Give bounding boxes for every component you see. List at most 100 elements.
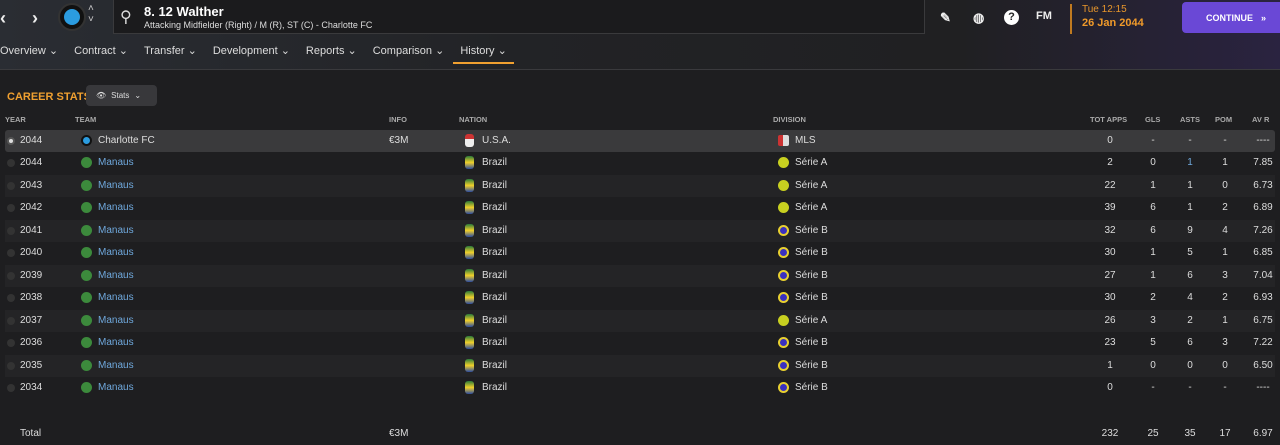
column-header[interactable]: ASTS xyxy=(1180,115,1201,124)
column-header[interactable]: TEAM xyxy=(75,115,97,124)
table-row[interactable]: 2041 Manaus Brazil Série B 32 6 9 4 7.26 xyxy=(5,219,1275,242)
radio-button[interactable] xyxy=(7,339,15,348)
total-row: Total €3M 232 25 35 17 6.97 xyxy=(5,423,1275,445)
chevron-down-icon: ⌄ xyxy=(48,45,59,57)
radio-button[interactable] xyxy=(7,249,15,258)
total-label: Total xyxy=(20,428,42,439)
game-date: Tue 12:15 26 Jan 2044 xyxy=(1070,4,1172,34)
club-crest-icon[interactable] xyxy=(58,3,86,31)
radio-button[interactable] xyxy=(7,226,15,235)
column-header[interactable]: AV R xyxy=(1252,115,1270,124)
column-header[interactable]: DIVISION xyxy=(773,115,806,124)
year: 2039 xyxy=(20,269,43,281)
help-icon[interactable]: ? xyxy=(1004,10,1019,25)
nation: Brazil xyxy=(482,359,508,371)
team-link[interactable]: Manaus xyxy=(98,269,134,281)
tab-overview[interactable]: Overview ⌄ xyxy=(0,44,66,66)
tab-development[interactable]: Development ⌄ xyxy=(205,44,298,66)
team-link[interactable]: Manaus xyxy=(98,247,134,259)
radio-button[interactable] xyxy=(7,204,15,213)
stat-gls: 3 xyxy=(1150,314,1156,326)
radio-button[interactable] xyxy=(7,271,15,280)
year: 2044 xyxy=(20,157,43,169)
table-row[interactable]: 2039 Manaus Brazil Série B 27 1 6 3 7.04 xyxy=(5,264,1275,287)
column-header[interactable]: TOT APPS xyxy=(1090,115,1128,124)
chevron-down-icon: ⌄ xyxy=(134,91,142,100)
search-icon[interactable]: ⚲ xyxy=(120,9,132,26)
table-row[interactable]: 2037 Manaus Brazil Série A 26 3 2 1 6.75 xyxy=(5,309,1275,332)
tab-label: Transfer xyxy=(143,45,185,57)
stat-pom: 1 xyxy=(1222,157,1228,169)
column-header[interactable]: INFO xyxy=(389,115,407,124)
table-row[interactable]: 2042 Manaus Brazil Série A 39 6 1 2 6.89 xyxy=(5,197,1275,219)
tab-reports[interactable]: Reports ⌄ xyxy=(298,44,365,66)
division: Série B xyxy=(795,292,828,304)
team-link[interactable]: Manaus xyxy=(98,337,134,349)
stat-asts: 4 xyxy=(1187,292,1193,304)
table-row[interactable]: 2044 Manaus Brazil Série A 2 0 1 1 7.85 xyxy=(5,152,1275,174)
team-link[interactable]: Manaus xyxy=(98,314,134,326)
continue-button[interactable]: CONTINUE » xyxy=(1182,2,1280,33)
team-link[interactable]: Manaus xyxy=(98,381,134,393)
table-row[interactable]: 2038 Manaus Brazil Série B 30 2 4 2 6.93 xyxy=(5,287,1275,309)
nation: U.S.A. xyxy=(482,135,511,146)
team-link[interactable]: Manaus xyxy=(98,157,134,169)
tab-bar: Overview ⌄ Contract ⌄ Transfer ⌄ Developmen… xyxy=(0,44,515,66)
tab-contract[interactable]: Contract ⌄ xyxy=(66,44,136,66)
column-header[interactable]: NATION xyxy=(459,115,488,124)
stat-pom: - xyxy=(1223,135,1227,146)
radio-button[interactable] xyxy=(7,316,15,325)
year: 2034 xyxy=(20,381,43,393)
edit-pencil-icon[interactable]: ✎ xyxy=(940,10,951,25)
team-link[interactable]: Manaus xyxy=(98,202,134,214)
double-chevron-icon: » xyxy=(1261,12,1267,23)
up-down-chevron-icon[interactable]: ˄ ˅ xyxy=(88,3,94,25)
forward-arrow-icon[interactable]: › xyxy=(32,8,38,28)
column-header[interactable]: POM xyxy=(1215,115,1233,124)
brazil-flag-icon xyxy=(465,246,474,260)
column-header[interactable]: YEAR xyxy=(5,115,26,124)
back-arrow-icon[interactable]: ‹ xyxy=(0,8,6,28)
radio-button[interactable] xyxy=(7,361,15,370)
stat-avr: ---- xyxy=(1256,135,1270,146)
stat-avr: 7.04 xyxy=(1253,269,1273,281)
stat-avr: ---- xyxy=(1256,381,1270,393)
radio-button[interactable] xyxy=(7,383,15,392)
tab-history[interactable]: History ⌄ xyxy=(452,44,515,66)
stat-asts: - xyxy=(1188,381,1192,393)
division: Série B xyxy=(795,337,828,349)
fm-menu-button[interactable]: FM xyxy=(1036,10,1052,22)
tab-transfer[interactable]: Transfer ⌄ xyxy=(136,44,205,66)
team-link[interactable]: Manaus xyxy=(98,179,134,191)
division-logo-icon xyxy=(778,359,789,371)
stat-avr: 6.89 xyxy=(1253,202,1273,214)
table-row[interactable]: 2040 Manaus Brazil Série B 30 1 5 1 6.85 xyxy=(5,242,1275,264)
radio-button[interactable] xyxy=(7,294,15,303)
team-badge-icon xyxy=(81,381,92,393)
division-logo-icon xyxy=(778,314,789,326)
table-row[interactable]: 2044 Charlotte FC €3M U.S.A. MLS 0- - - ---- xyxy=(5,130,1275,152)
team-badge-icon xyxy=(81,202,92,214)
radio-button[interactable] xyxy=(7,159,15,168)
column-header[interactable]: GLS xyxy=(1145,115,1161,124)
stat-apps: 32 xyxy=(1104,224,1116,236)
team-link[interactable]: Manaus xyxy=(98,292,134,304)
globe-icon[interactable]: ◍ xyxy=(973,10,985,25)
team-link[interactable]: Manaus xyxy=(98,224,134,236)
stat-apps: 23 xyxy=(1104,337,1116,349)
tab-comparison[interactable]: Comparison ⌄ xyxy=(365,44,453,66)
stat-avr: 6.93 xyxy=(1253,292,1273,304)
radio-button[interactable] xyxy=(7,137,15,145)
player-header[interactable]: ⚲ 8. 12 Walther Attacking Midfielder (Ri… xyxy=(113,0,925,34)
table-row[interactable]: 2035 Manaus Brazil Série B 1 0 0 0 6.50 xyxy=(5,354,1275,377)
stat-apps: 2 xyxy=(1107,157,1113,169)
team-link[interactable]: Charlotte FC xyxy=(98,135,155,146)
view-stats-dropdown[interactable]: 👁 Stats ⌄ xyxy=(86,85,157,106)
team-link[interactable]: Manaus xyxy=(98,359,134,371)
table-row[interactable]: 2034 Manaus Brazil Série B 0- - - ---- xyxy=(5,377,1275,399)
stat-gls: 1 xyxy=(1150,269,1156,281)
division: Série B xyxy=(795,269,828,281)
radio-button[interactable] xyxy=(7,181,15,190)
table-row[interactable]: 2036 Manaus Brazil Série B 23 5 6 3 7.22 xyxy=(5,332,1275,354)
table-row[interactable]: 2043 Manaus Brazil Série A 22 1 1 0 6.73 xyxy=(5,174,1275,197)
